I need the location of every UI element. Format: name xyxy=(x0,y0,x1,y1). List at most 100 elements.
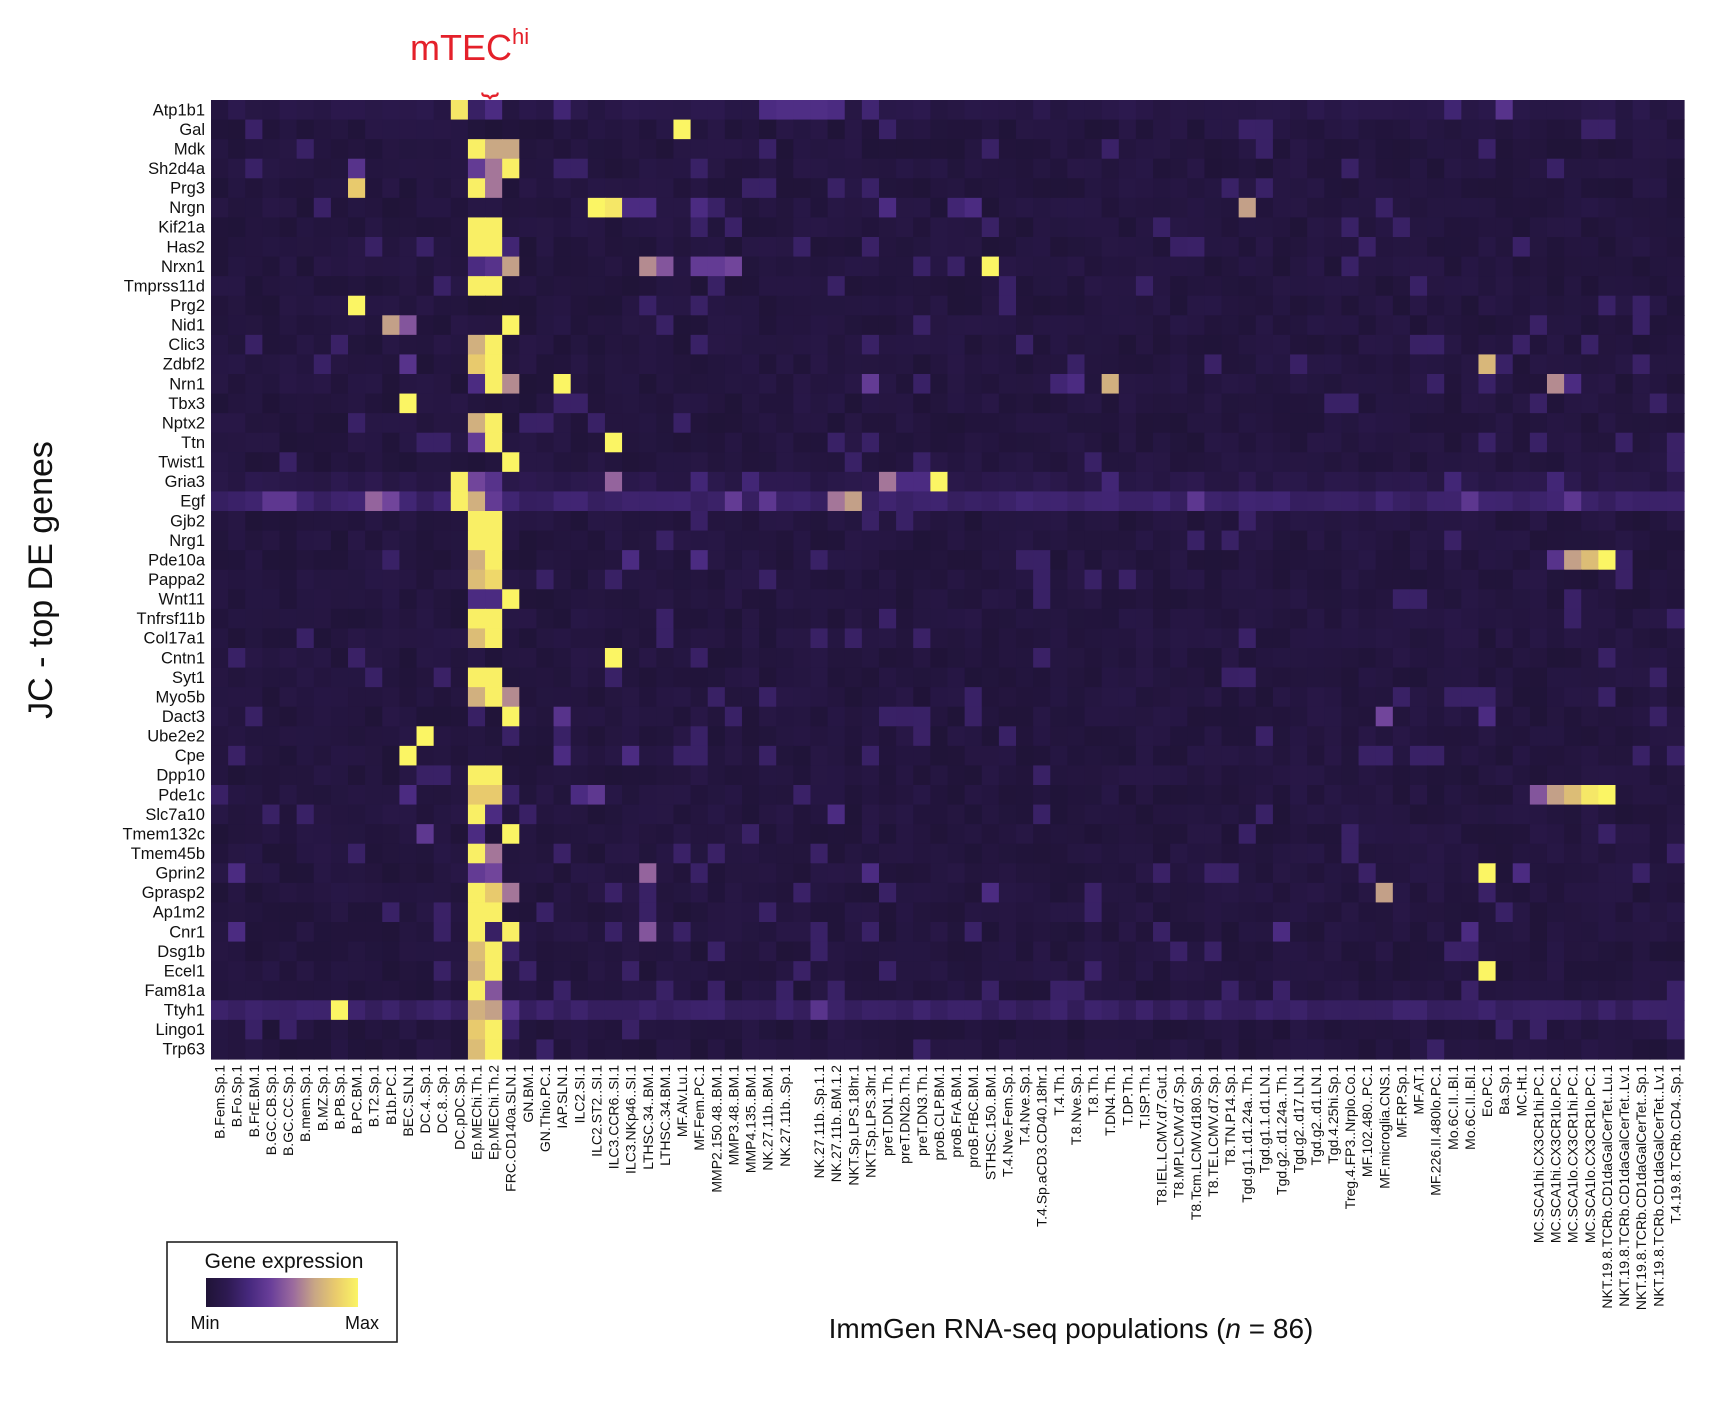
heatmap-cell xyxy=(348,569,366,590)
heatmap-cell xyxy=(262,804,281,825)
heatmap-cell xyxy=(1375,1019,1394,1041)
heatmap-cell xyxy=(690,550,709,571)
heatmap-cell xyxy=(211,295,229,316)
heatmap-cell xyxy=(416,197,435,219)
heatmap-cell xyxy=(1375,334,1394,356)
heatmap-cell xyxy=(656,452,675,473)
heatmap-cell xyxy=(365,471,383,493)
heatmap-cell xyxy=(399,843,418,864)
heatmap-cell xyxy=(1033,667,1051,688)
heatmap-cell xyxy=(553,745,572,767)
heatmap-cell xyxy=(1170,413,1188,434)
heatmap-cell xyxy=(1444,1019,1462,1041)
heatmap-cell xyxy=(1427,628,1445,649)
heatmap-cell xyxy=(1632,276,1651,297)
heatmap-cell xyxy=(262,902,281,923)
heatmap-cell xyxy=(1033,706,1051,727)
heatmap-cell xyxy=(1118,139,1137,160)
heatmap-cell xyxy=(1632,119,1651,140)
heatmap-cell xyxy=(656,139,675,160)
heatmap-cell xyxy=(1084,765,1103,786)
gene-label: Gprin2 xyxy=(155,865,205,883)
heatmap-cell xyxy=(1512,941,1531,962)
heatmap-cell xyxy=(1666,785,1685,806)
heatmap-cell xyxy=(1615,843,1634,864)
heatmap-cell xyxy=(433,726,452,747)
heatmap-cell xyxy=(673,550,692,571)
gene-label: Syt1 xyxy=(172,669,205,687)
gene-label: Ttyh1 xyxy=(164,1002,205,1020)
heatmap-cell xyxy=(1546,217,1565,238)
heatmap-cell xyxy=(1409,589,1428,610)
heatmap-cell xyxy=(1238,217,1257,238)
heatmap-cell xyxy=(1649,569,1668,590)
heatmap-cell xyxy=(810,980,829,1001)
heatmap-cell xyxy=(1101,843,1120,864)
heatmap-cell xyxy=(485,765,503,786)
heatmap-cell xyxy=(878,765,897,786)
heatmap-cell xyxy=(1255,511,1274,532)
heatmap-cell xyxy=(1084,295,1103,316)
heatmap-cell xyxy=(998,980,1017,1001)
heatmap-cell xyxy=(981,354,1000,375)
heatmap-cell xyxy=(1341,628,1360,649)
heatmap-cell xyxy=(622,315,640,336)
heatmap-cell xyxy=(810,100,829,121)
heatmap-cell xyxy=(896,413,914,434)
heatmap-cell xyxy=(330,667,349,688)
heatmap-cell xyxy=(656,276,675,297)
heatmap-cell xyxy=(1444,139,1462,160)
heatmap-cell xyxy=(1632,511,1651,532)
heatmap-cell xyxy=(1358,334,1377,356)
heatmap-cell xyxy=(382,569,401,590)
heatmap-cell xyxy=(1033,374,1051,395)
heatmap-cell xyxy=(741,178,760,199)
heatmap-cell xyxy=(348,667,366,688)
heatmap-cell xyxy=(211,922,229,943)
heatmap-cell xyxy=(1290,334,1308,356)
heatmap-cell xyxy=(947,785,966,806)
heatmap-cell xyxy=(1290,432,1308,453)
heatmap-cell xyxy=(1221,726,1240,747)
heatmap-cell xyxy=(1546,393,1565,414)
heatmap-cell xyxy=(810,863,829,884)
heatmap-cell xyxy=(947,667,966,688)
heatmap-cell xyxy=(1632,882,1651,904)
heatmap-cell xyxy=(981,178,1000,199)
heatmap-cell xyxy=(1598,882,1617,904)
heatmap-cell xyxy=(1598,1039,1617,1060)
heatmap-cell xyxy=(810,569,829,590)
heatmap-cell xyxy=(536,413,555,434)
heatmap-cell xyxy=(262,961,281,982)
heatmap-cell xyxy=(1598,608,1617,630)
heatmap-cell xyxy=(1461,1039,1480,1060)
heatmap-cell xyxy=(964,882,983,904)
heatmap-cell xyxy=(536,158,555,179)
heatmap-cell xyxy=(964,843,983,864)
heatmap-cell xyxy=(1050,628,1068,649)
gene-label: Trp63 xyxy=(163,1041,206,1059)
heatmap-cell xyxy=(1135,628,1154,649)
heatmap-cell xyxy=(313,706,332,727)
heatmap-cell xyxy=(1409,432,1428,453)
heatmap-cell xyxy=(1546,902,1565,923)
heatmap-cell xyxy=(1153,471,1171,493)
heatmap-cell xyxy=(365,902,383,923)
heatmap-cell xyxy=(1118,628,1137,649)
heatmap-cell xyxy=(1118,158,1137,179)
heatmap-cell xyxy=(1444,980,1462,1001)
population-label: B.T2.Sp.1 xyxy=(366,1065,382,1127)
heatmap-cell xyxy=(827,471,846,493)
heatmap-cell xyxy=(1392,393,1411,414)
heatmap-cell xyxy=(1324,393,1343,414)
heatmap-cell xyxy=(1290,961,1308,982)
heatmap-cell xyxy=(1187,804,1206,825)
heatmap-cell xyxy=(570,158,589,179)
heatmap-cell xyxy=(1615,471,1634,493)
heatmap-cell xyxy=(1067,1000,1086,1021)
heatmap-cell xyxy=(296,100,315,121)
heatmap-cell xyxy=(1221,941,1240,962)
heatmap-cell xyxy=(639,354,657,375)
heatmap-cell xyxy=(964,804,983,825)
heatmap-cell xyxy=(741,980,760,1001)
